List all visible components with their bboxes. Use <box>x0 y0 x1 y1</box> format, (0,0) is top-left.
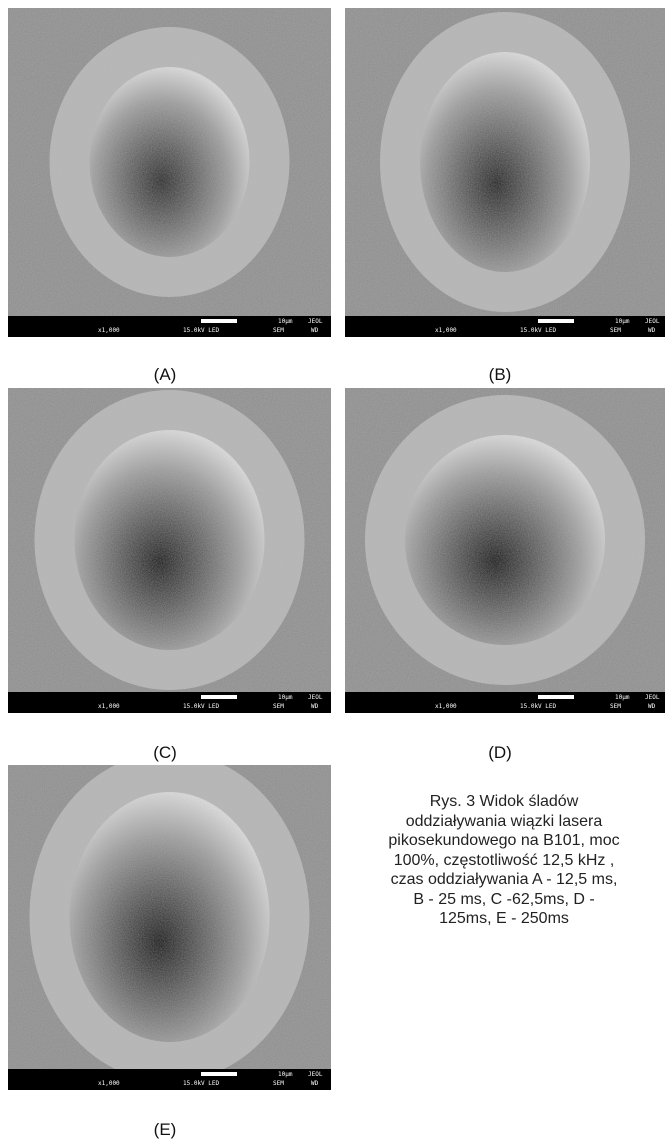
panel-label: (B) <box>450 365 550 385</box>
scale-text: JEOL <box>308 318 323 325</box>
texture <box>345 8 665 316</box>
scale-text: SEM <box>273 1080 284 1087</box>
scale-text: x1,000 <box>435 327 457 334</box>
scale-line <box>538 319 574 323</box>
scale-text: x1,000 <box>98 1080 120 1087</box>
texture <box>8 388 331 692</box>
scale-text: 10µm <box>615 318 630 325</box>
scale-text: SEM <box>610 703 621 710</box>
scale-line <box>538 695 574 699</box>
page: Rys. 3 Widok śladówoddziaływania wiązki … <box>0 0 665 1140</box>
scale-text: WD <box>311 1080 319 1087</box>
scale-bar: x1,000 15.0kV LED 10µm JEOL SEM WD <box>8 1069 331 1090</box>
sem-image: x1,000 15.0kV LED 10µm JEOL SEM WD <box>8 8 331 337</box>
scale-text: WD <box>648 703 656 710</box>
panel-label: (C) <box>115 743 215 763</box>
scale-text: WD <box>311 327 319 334</box>
caption-line: 100%, częstotliwość 12,5 kHz , <box>345 851 663 871</box>
texture <box>8 765 331 1069</box>
scale-bar: x1,000 15.0kV LED 10µm JEOL SEM WD <box>8 316 331 337</box>
panel-label: (D) <box>450 743 550 763</box>
scale-line <box>201 319 237 323</box>
caption-line: B - 25 ms, C -62,5ms, D - <box>345 890 663 910</box>
scale-text: JEOL <box>645 694 660 701</box>
scale-text: 10µm <box>278 694 293 701</box>
caption-line: pikosekundowego na B101, moc <box>345 831 663 851</box>
scale-text: 10µm <box>615 694 630 701</box>
panel-label: (E) <box>115 1120 215 1140</box>
scale-text: 15.0kV LED <box>183 703 220 710</box>
caption-line: czas oddziaływania A - 12,5 ms, <box>345 870 663 890</box>
texture <box>345 388 665 692</box>
scale-bar: x1,000 15.0kV LED 10µm JEOL SEM WD <box>8 692 331 713</box>
scale-text: 15.0kV LED <box>183 1080 220 1087</box>
sem-image: x1,000 15.0kV LED 10µm JEOL SEM WD <box>8 388 331 713</box>
scale-text: SEM <box>273 703 284 710</box>
scale-text: JEOL <box>645 318 660 325</box>
scale-text: x1,000 <box>435 703 457 710</box>
scale-text: 15.0kV LED <box>183 327 220 334</box>
texture <box>8 8 331 316</box>
scale-bar: x1,000 15.0kV LED 10µm JEOL SEM WD <box>345 316 665 337</box>
panel-label: (A) <box>115 365 215 385</box>
scale-text: x1,000 <box>98 327 120 334</box>
scale-text: JEOL <box>308 694 323 701</box>
scale-text: JEOL <box>308 1071 323 1078</box>
scale-line <box>201 695 237 699</box>
scale-text: 10µm <box>278 318 293 325</box>
caption-line: Rys. 3 Widok śladów <box>345 792 663 812</box>
scale-text: 10µm <box>278 1071 293 1078</box>
caption-line: 125ms, E - 250ms <box>345 909 663 929</box>
scale-bar: x1,000 15.0kV LED 10µm JEOL SEM WD <box>345 692 665 713</box>
scale-text: WD <box>311 703 319 710</box>
scale-text: SEM <box>273 327 284 334</box>
sem-image: x1,000 15.0kV LED 10µm JEOL SEM WD <box>8 765 331 1090</box>
scale-text: SEM <box>610 327 621 334</box>
scale-text: WD <box>648 327 656 334</box>
scale-line <box>201 1072 237 1076</box>
scale-text: 15.0kV LED <box>520 327 557 334</box>
sem-image: x1,000 15.0kV LED 10µm JEOL SEM WD <box>345 388 665 713</box>
sem-image: x1,000 15.0kV LED 10µm JEOL SEM WD <box>345 8 665 337</box>
scale-text: x1,000 <box>98 703 120 710</box>
caption-line: oddziaływania wiązki lasera <box>345 812 663 832</box>
scale-text: 15.0kV LED <box>520 703 557 710</box>
